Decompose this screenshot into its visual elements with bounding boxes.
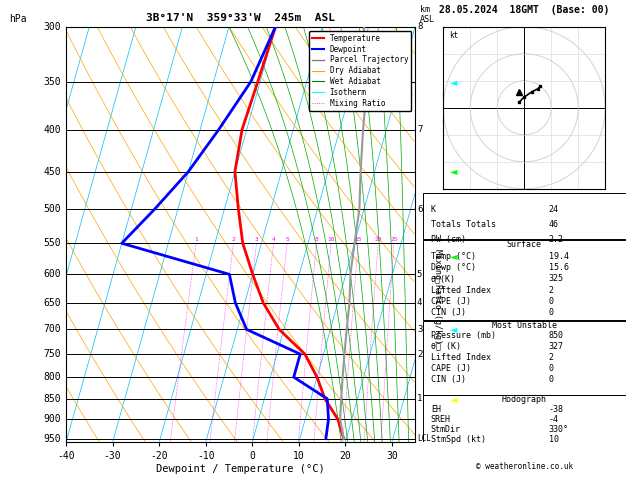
Text: EH: EH	[431, 405, 441, 414]
Text: 3: 3	[255, 237, 259, 242]
Text: 28.05.2024  18GMT  (Base: 00): 28.05.2024 18GMT (Base: 00)	[439, 4, 610, 15]
Text: 2.2: 2.2	[548, 235, 564, 243]
Text: K: K	[431, 205, 436, 214]
Text: hPa: hPa	[9, 14, 27, 24]
Text: 450: 450	[43, 167, 61, 176]
Text: PW (cm): PW (cm)	[431, 235, 466, 243]
Text: 0: 0	[548, 375, 554, 384]
Text: 325: 325	[548, 275, 564, 283]
Text: Temp (°C): Temp (°C)	[431, 252, 476, 261]
Bar	[423, 240, 626, 320]
Text: 5: 5	[417, 270, 422, 279]
Text: 3: 3	[417, 325, 422, 334]
Text: CAPE (J): CAPE (J)	[431, 364, 471, 373]
Text: LCL: LCL	[417, 434, 431, 443]
Text: -38: -38	[548, 405, 564, 414]
Text: Lifted Index: Lifted Index	[431, 353, 491, 362]
Text: 4: 4	[272, 237, 276, 242]
Text: θᴇ(K): θᴇ(K)	[431, 275, 456, 283]
Text: 0: 0	[548, 297, 554, 306]
Text: 750: 750	[43, 349, 61, 359]
Text: 330°: 330°	[548, 425, 569, 434]
Text: Lifted Index: Lifted Index	[431, 286, 491, 295]
Text: θᴇ (K): θᴇ (K)	[431, 342, 461, 351]
Text: 700: 700	[43, 325, 61, 334]
Text: StmDir: StmDir	[431, 425, 461, 434]
Text: Mixing Ratio (g/kg): Mixing Ratio (g/kg)	[433, 249, 442, 344]
Bar	[423, 396, 626, 442]
Text: 24: 24	[548, 205, 559, 214]
Text: 10: 10	[327, 237, 335, 242]
Text: 550: 550	[43, 238, 61, 248]
Text: 46: 46	[548, 220, 559, 228]
Text: 10: 10	[548, 435, 559, 444]
Text: 2: 2	[417, 349, 422, 359]
Text: 7: 7	[417, 125, 422, 134]
Text: 400: 400	[43, 124, 61, 135]
Bar	[423, 193, 626, 239]
Text: 4: 4	[417, 298, 422, 308]
Text: ◄: ◄	[450, 77, 458, 87]
Text: 25: 25	[390, 237, 398, 242]
Text: 2: 2	[548, 353, 554, 362]
Text: kt: kt	[448, 31, 458, 39]
Text: StmSpd (kt): StmSpd (kt)	[431, 435, 486, 444]
Text: 19.4: 19.4	[548, 252, 569, 261]
Text: 8: 8	[417, 22, 422, 31]
Text: Surface: Surface	[507, 240, 542, 249]
Text: 8: 8	[314, 237, 318, 242]
Text: 0: 0	[548, 308, 554, 317]
Text: ◄: ◄	[450, 251, 458, 261]
Text: Most Unstable: Most Unstable	[492, 321, 557, 330]
Text: 5: 5	[285, 237, 289, 242]
Text: Hodograph: Hodograph	[502, 395, 547, 404]
Text: 0: 0	[548, 364, 554, 373]
Text: 850: 850	[548, 330, 564, 340]
Text: 6: 6	[417, 205, 422, 214]
Text: 2: 2	[548, 286, 554, 295]
Text: ◄: ◄	[450, 394, 458, 404]
Text: km
ASL: km ASL	[420, 5, 435, 24]
Text: Pressure (mb): Pressure (mb)	[431, 330, 496, 340]
Bar	[423, 321, 626, 395]
Text: 15: 15	[355, 237, 362, 242]
Text: © weatheronline.co.uk: © weatheronline.co.uk	[476, 462, 573, 471]
Text: 350: 350	[43, 77, 61, 87]
Text: 1: 1	[194, 237, 198, 242]
Text: 650: 650	[43, 298, 61, 308]
Text: CAPE (J): CAPE (J)	[431, 297, 471, 306]
Text: 800: 800	[43, 372, 61, 382]
Text: Dewp (°C): Dewp (°C)	[431, 263, 476, 272]
Text: 327: 327	[548, 342, 564, 351]
Text: 500: 500	[43, 204, 61, 214]
Legend: Temperature, Dewpoint, Parcel Trajectory, Dry Adiabat, Wet Adiabat, Isotherm, Mi: Temperature, Dewpoint, Parcel Trajectory…	[309, 31, 411, 111]
Title: 3B°17'N  359°33'W  245m  ASL: 3B°17'N 359°33'W 245m ASL	[146, 13, 335, 23]
Text: 900: 900	[43, 414, 61, 424]
Text: 600: 600	[43, 269, 61, 279]
Text: ◄: ◄	[450, 167, 458, 176]
Text: 950: 950	[43, 434, 61, 444]
Text: 300: 300	[43, 22, 61, 32]
Text: ◄: ◄	[450, 325, 458, 334]
Text: CIN (J): CIN (J)	[431, 375, 466, 384]
Text: 20: 20	[374, 237, 382, 242]
X-axis label: Dewpoint / Temperature (°C): Dewpoint / Temperature (°C)	[156, 464, 325, 474]
Text: 2: 2	[231, 237, 235, 242]
Text: 1: 1	[417, 394, 422, 403]
Text: -4: -4	[548, 415, 559, 424]
Text: 850: 850	[43, 394, 61, 404]
Text: Totals Totals: Totals Totals	[431, 220, 496, 228]
Text: SREH: SREH	[431, 415, 451, 424]
Text: CIN (J): CIN (J)	[431, 308, 466, 317]
Text: 15.6: 15.6	[548, 263, 569, 272]
